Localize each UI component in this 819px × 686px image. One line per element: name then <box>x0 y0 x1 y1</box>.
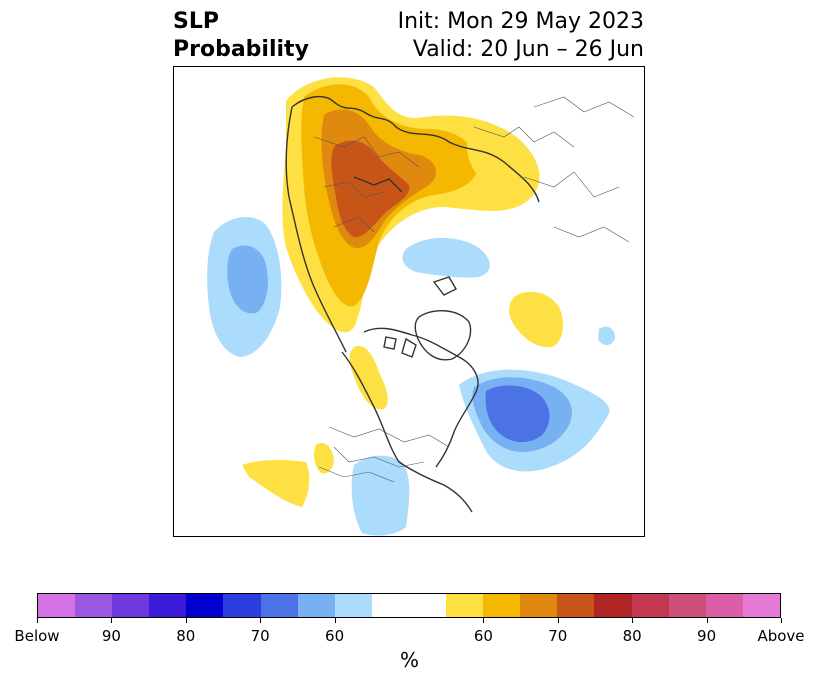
colorbar-tick-mark <box>781 618 782 623</box>
colorbar-swatch <box>742 594 780 617</box>
above-region-pacific <box>242 460 310 507</box>
colorbar-swatch <box>705 594 743 617</box>
colorbar-tick-mark <box>334 618 336 623</box>
title-line-1: SLP <box>173 9 219 34</box>
below-region-europe <box>598 326 616 345</box>
political-borders <box>313 96 635 483</box>
colorbar-swatch <box>668 594 706 617</box>
colorbar-swatch <box>334 594 372 617</box>
colorbar-tick-mark <box>260 618 262 623</box>
colorbar-tick-label: 70 <box>250 627 270 645</box>
colorbar-swatch <box>297 594 335 617</box>
map-title: SLP Probability <box>173 8 309 64</box>
colorbar-tick-mark <box>111 618 113 623</box>
colorbar-tick-label: 70 <box>548 627 568 645</box>
valid-range: Valid: 20 Jun – 26 Jun <box>412 37 644 62</box>
colorbar-swatch <box>446 594 484 617</box>
colorbar-swatch <box>557 594 595 617</box>
colorbar-swatch <box>186 594 224 617</box>
title-line-2: Probability <box>173 37 309 62</box>
colorbar-swatch <box>520 594 558 617</box>
map-svg <box>207 77 635 536</box>
above-region-canada <box>349 346 388 410</box>
colorbar <box>37 593 781 618</box>
forecast-dates: Init: Mon 29 May 2023 Valid: 20 Jun – 26… <box>398 8 644 64</box>
colorbar-tick-mark <box>632 618 634 623</box>
below-region-us-south <box>351 455 410 536</box>
above-region-eurasia-deep <box>331 140 410 238</box>
colorbar-swatch <box>223 594 261 617</box>
below-region-arctic <box>402 237 490 278</box>
colorbar-tick-label: 60 <box>325 627 345 645</box>
colorbar-tick-mark <box>185 618 187 623</box>
colorbar-unit-label: % <box>399 648 419 672</box>
colorbar-swatch <box>38 594 76 617</box>
above-region-us <box>313 442 334 474</box>
below-region-pacific-mid <box>227 245 268 314</box>
coast-greenland <box>414 310 472 361</box>
coast-eurasia <box>285 95 540 353</box>
colorbar-swatch <box>149 594 187 617</box>
colorbar-tick-label: 90 <box>101 627 121 645</box>
colorbar-swatch <box>75 594 113 617</box>
coast-north-america <box>341 327 479 513</box>
colorbar-swatch <box>483 594 521 617</box>
colorbar-swatch <box>260 594 298 617</box>
colorbar-swatch <box>594 594 632 617</box>
colorbar-tick-mark <box>706 618 708 623</box>
below-region-atlantic-dark <box>485 385 550 443</box>
above-region-siberia <box>467 126 534 203</box>
coast-arctic-islands <box>383 276 457 358</box>
colorbar-swatch <box>112 594 150 617</box>
colorbar-tick-mark <box>483 618 485 623</box>
colorbar-tick-mark <box>557 618 559 623</box>
coastlines <box>285 95 540 513</box>
colorbar-tick-label: 80 <box>176 627 196 645</box>
colorbar-tick-label: 60 <box>473 627 493 645</box>
colorbar-tick-mark <box>37 618 38 623</box>
colorbar-tick-label: Below <box>14 627 60 645</box>
above-region-arctic <box>509 291 564 348</box>
probability-map <box>173 66 645 537</box>
colorbar-swatch <box>371 594 409 617</box>
colorbar-swatch <box>408 594 447 617</box>
colorbar-tick-label: 80 <box>622 627 642 645</box>
colorbar-tick-label: 90 <box>697 627 717 645</box>
colorbar-tick-label: Above <box>757 627 805 645</box>
colorbar-swatch <box>631 594 669 617</box>
init-date: Init: Mon 29 May 2023 <box>397 9 644 34</box>
